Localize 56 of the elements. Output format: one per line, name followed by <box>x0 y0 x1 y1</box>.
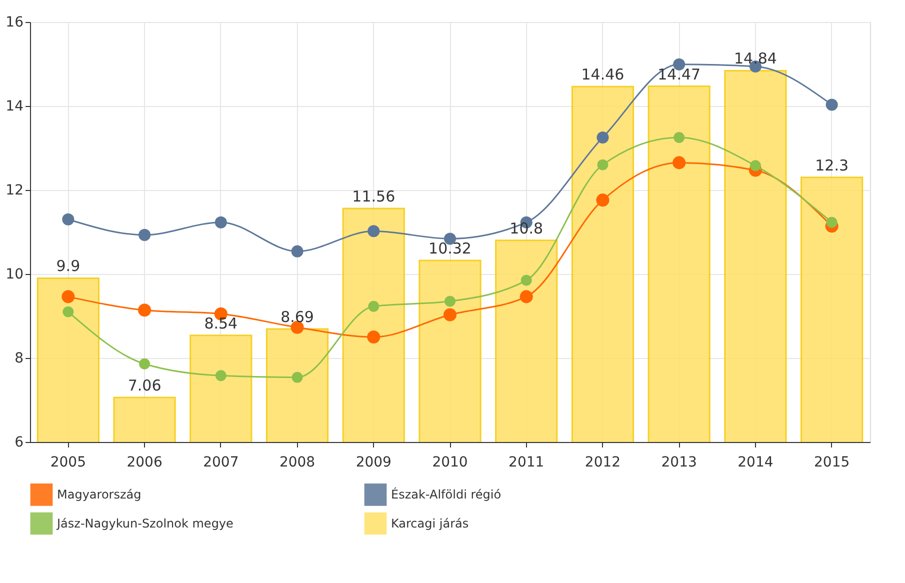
point <box>444 296 456 307</box>
y-tick-label: 12 <box>6 182 24 198</box>
point <box>672 156 686 170</box>
x-tick-label: 2015 <box>814 454 850 470</box>
point <box>368 300 380 312</box>
point <box>214 216 227 228</box>
data-label: 8.69 <box>280 308 314 326</box>
data-label: 14.47 <box>658 65 701 84</box>
point <box>826 216 838 228</box>
point <box>597 159 608 170</box>
x-tick-label: 2009 <box>356 454 392 470</box>
point <box>443 308 457 322</box>
point <box>138 228 151 241</box>
x-tick-label: 2008 <box>279 454 316 470</box>
point <box>520 274 532 286</box>
data-label: 9.9 <box>56 257 80 276</box>
point <box>292 372 303 383</box>
x-tick-label: 2013 <box>661 454 697 470</box>
y-tick-label: 10 <box>6 266 24 282</box>
x-tick-label: 2010 <box>432 454 468 470</box>
y-tick-label: 16 <box>6 14 24 30</box>
x-tick-label: 2011 <box>508 454 544 470</box>
y-tick-label: 8 <box>14 350 24 366</box>
y-tick-label: 6 <box>14 434 24 450</box>
point <box>215 370 226 382</box>
data-label: 11.56 <box>352 187 396 206</box>
x-tick-label: 2006 <box>126 454 162 470</box>
point <box>750 160 761 172</box>
y-tick-label: 14 <box>6 98 24 114</box>
point <box>826 98 838 111</box>
data-label: 8.54 <box>204 314 238 332</box>
point <box>596 194 610 207</box>
legend-label: Észak-Alföldi régió <box>391 486 502 502</box>
data-label: 14.84 <box>734 50 777 68</box>
point <box>520 290 533 304</box>
point <box>596 131 609 144</box>
point <box>139 358 150 370</box>
point <box>62 306 74 318</box>
point <box>138 304 152 317</box>
legend-label: Magyarország <box>57 488 142 502</box>
x-tick-label: 2012 <box>584 454 621 470</box>
point <box>674 132 685 143</box>
x-tick-label: 2007 <box>203 454 239 470</box>
point <box>367 330 380 344</box>
legend-label: Jász-Nagykun-Szolnok megye <box>56 516 234 530</box>
data-label: 7.06 <box>128 376 162 394</box>
data-label: 12.3 <box>815 156 849 174</box>
point <box>62 213 74 226</box>
point <box>368 225 380 238</box>
legend-label: Karcagi járás <box>391 516 469 530</box>
point <box>62 290 75 304</box>
point <box>291 245 304 258</box>
x-tick-label: 2014 <box>738 454 774 470</box>
data-label: 14.46 <box>581 66 624 84</box>
x-tick-label: 2005 <box>50 454 86 470</box>
data-label: 10.32 <box>428 240 472 258</box>
